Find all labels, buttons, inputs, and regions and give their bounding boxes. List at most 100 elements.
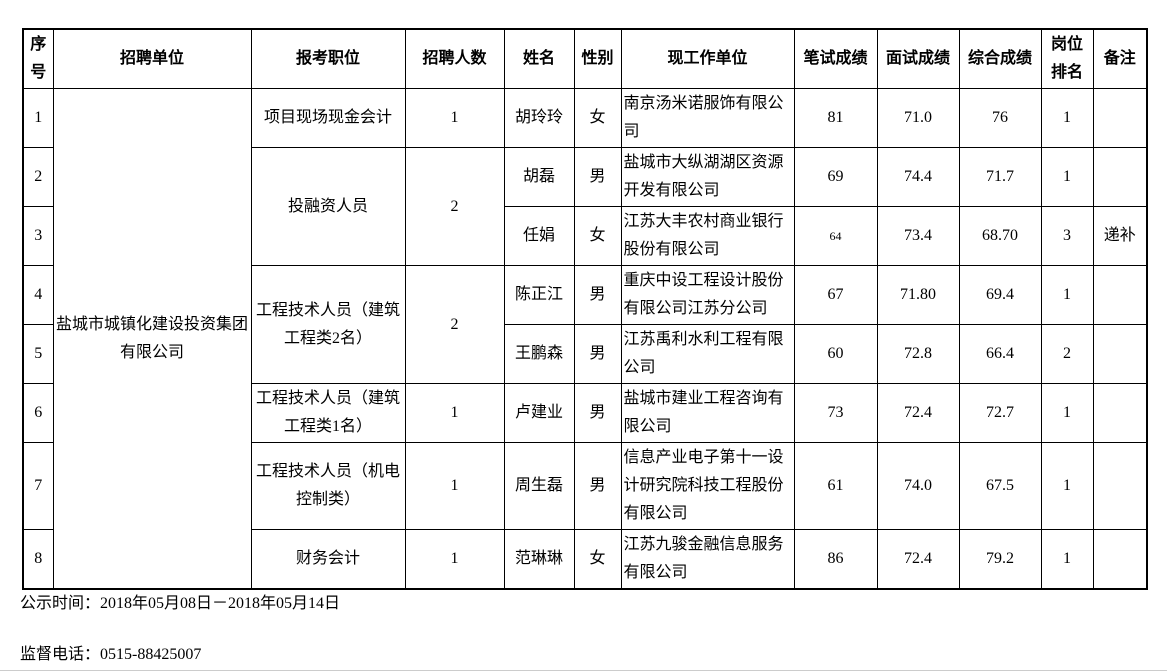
cell-overall-score: 68.70 (958, 206, 1042, 266)
cell-name: 胡玲玲 (503, 88, 575, 148)
cell-count: 1 (404, 529, 505, 590)
cell-remark (1092, 529, 1148, 590)
results-table: 序号 招聘单位 报考职位 招聘人数 姓名 性别 现工作单位 笔试成绩 面试成绩 … (22, 28, 1148, 590)
bottom-divider (0, 670, 1167, 671)
cell-gender: 男 (573, 383, 622, 443)
cell-work-unit: 江苏大丰农村商业银行股份有限公司 (620, 206, 795, 266)
cell-position: 工程技术人员（机电控制类） (250, 442, 406, 530)
cell-remark (1092, 442, 1148, 530)
header-row: 序号 招聘单位 报考职位 招聘人数 姓名 性别 现工作单位 笔试成绩 面试成绩 … (22, 28, 1148, 89)
cell-written-score: 67 (793, 265, 878, 325)
cell-interview-score: 71.80 (876, 265, 960, 325)
cell-count: 1 (404, 442, 505, 530)
cell-rank: 1 (1040, 529, 1094, 590)
table-row: 7 工程技术人员（机电控制类） 1 周生磊 男 信息产业电子第十一设计研究院科技… (22, 442, 1148, 530)
table-row: 8 财务会计 1 范琳琳 女 江苏九骏金融信息服务有限公司 86 72.4 79… (22, 529, 1148, 590)
cell-remark (1092, 265, 1148, 325)
cell-count: 1 (404, 383, 505, 443)
cell-overall-score: 71.7 (958, 147, 1042, 207)
cell-work-unit: 江苏九骏金融信息服务有限公司 (620, 529, 795, 590)
cell-interview-score: 72.8 (876, 324, 960, 384)
cell-name: 范琳琳 (503, 529, 575, 590)
cell-work-unit: 信息产业电子第十一设计研究院科技工程股份有限公司 (620, 442, 795, 530)
cell-written-score: 69 (793, 147, 878, 207)
cell-remark: 递补 (1092, 206, 1148, 266)
cell-rank: 1 (1040, 383, 1094, 443)
cell-work-unit: 盐城市大纵湖湖区资源开发有限公司 (620, 147, 795, 207)
cell-gender: 女 (573, 88, 622, 148)
cell-count: 2 (404, 265, 505, 384)
cell-remark (1092, 147, 1148, 207)
cell-work-unit: 江苏禹利水利工程有限公司 (620, 324, 795, 384)
cell-rank: 1 (1040, 147, 1094, 207)
cell-name: 陈正江 (503, 265, 575, 325)
cell-interview-score: 73.4 (876, 206, 960, 266)
cell-rank: 1 (1040, 442, 1094, 530)
cell-gender: 男 (573, 147, 622, 207)
cell-work-unit: 盐城市建业工程咨询有限公司 (620, 383, 795, 443)
cell-rank: 1 (1040, 88, 1094, 148)
cell-gender: 男 (573, 324, 622, 384)
cell-serial-no: 8 (22, 529, 54, 590)
cell-written-score: 61 (793, 442, 878, 530)
cell-position: 财务会计 (250, 529, 406, 590)
cell-interview-score: 74.0 (876, 442, 960, 530)
cell-serial-no: 2 (22, 147, 54, 207)
header-remark: 备注 (1092, 28, 1148, 89)
cell-work-unit: 重庆中设工程设计股份有限公司江苏分公司 (620, 265, 795, 325)
table-row: 4 工程技术人员（建筑工程类2名） 2 陈正江 男 重庆中设工程设计股份有限公司… (22, 265, 1148, 384)
table-row: 3 任娟 女 江苏大丰农村商业银行股份有限公司 64 73.4 68.70 3 … (22, 206, 1148, 266)
cell-recruiting-unit: 盐城市城镇化建设投资集团有限公司 (52, 88, 252, 590)
table-row: 2 投融资人员 2 胡磊 男 盐城市大纵湖湖区资源开发有限公司 69 74.4 … (22, 147, 1148, 266)
cell-interview-score: 72.4 (876, 383, 960, 443)
cell-name: 胡磊 (503, 147, 575, 207)
cell-remark (1092, 324, 1148, 384)
table-row: 1 盐城市城镇化建设投资集团有限公司 项目现场现金会计 1 胡玲玲 女 南京汤米… (22, 88, 1148, 590)
cell-written-score: 64 (793, 206, 878, 266)
cell-overall-score: 67.5 (958, 442, 1042, 530)
header-written-score: 笔试成绩 (793, 28, 878, 89)
supervision-phone-text: 监督电话：0515-88425007 (20, 646, 202, 663)
cell-count: 2 (404, 147, 505, 266)
cell-written-score: 73 (793, 383, 878, 443)
cell-written-score: 60 (793, 324, 878, 384)
cell-gender: 女 (573, 206, 622, 266)
header-overall-score: 综合成绩 (958, 28, 1042, 89)
cell-serial-no: 3 (22, 206, 54, 266)
cell-remark (1092, 88, 1148, 148)
cell-written-score: 86 (793, 529, 878, 590)
cell-serial-no: 7 (22, 442, 54, 530)
header-serial-no: 序号 (22, 28, 54, 89)
cell-gender: 男 (573, 442, 622, 530)
cell-gender: 女 (573, 529, 622, 590)
cell-position: 工程技术人员（建筑工程类2名） (250, 265, 406, 384)
cell-written-score: 81 (793, 88, 878, 148)
cell-rank: 3 (1040, 206, 1094, 266)
header-recruiting-unit: 招聘单位 (52, 28, 252, 89)
cell-serial-no: 6 (22, 383, 54, 443)
cell-serial-no: 5 (22, 324, 54, 384)
cell-count: 1 (404, 88, 505, 148)
cell-interview-score: 72.4 (876, 529, 960, 590)
cell-gender: 男 (573, 265, 622, 325)
cell-serial-no: 1 (22, 88, 54, 148)
cell-rank: 2 (1040, 324, 1094, 384)
header-position: 报考职位 (250, 28, 406, 89)
header-rank: 岗位排名 (1040, 28, 1094, 89)
cell-name: 周生磊 (503, 442, 575, 530)
header-gender: 性别 (573, 28, 622, 89)
header-interview-score: 面试成绩 (876, 28, 960, 89)
publicity-time-text: 公示时间：2018年05月08日－2018年05月14日 (20, 595, 341, 612)
cell-position: 工程技术人员（建筑工程类1名） (250, 383, 406, 443)
cell-position: 投融资人员 (250, 147, 406, 266)
cell-name: 王鹏森 (503, 324, 575, 384)
cell-work-unit: 南京汤米诺服饰有限公司 (620, 88, 795, 148)
cell-interview-score: 71.0 (876, 88, 960, 148)
header-count: 招聘人数 (404, 28, 505, 89)
cell-interview-score: 74.4 (876, 147, 960, 207)
table-row: 5 王鹏森 男 江苏禹利水利工程有限公司 60 72.8 66.4 2 (22, 324, 1148, 384)
header-work-unit: 现工作单位 (620, 28, 795, 89)
cell-position: 项目现场现金会计 (250, 88, 406, 148)
header-name: 姓名 (503, 28, 575, 89)
